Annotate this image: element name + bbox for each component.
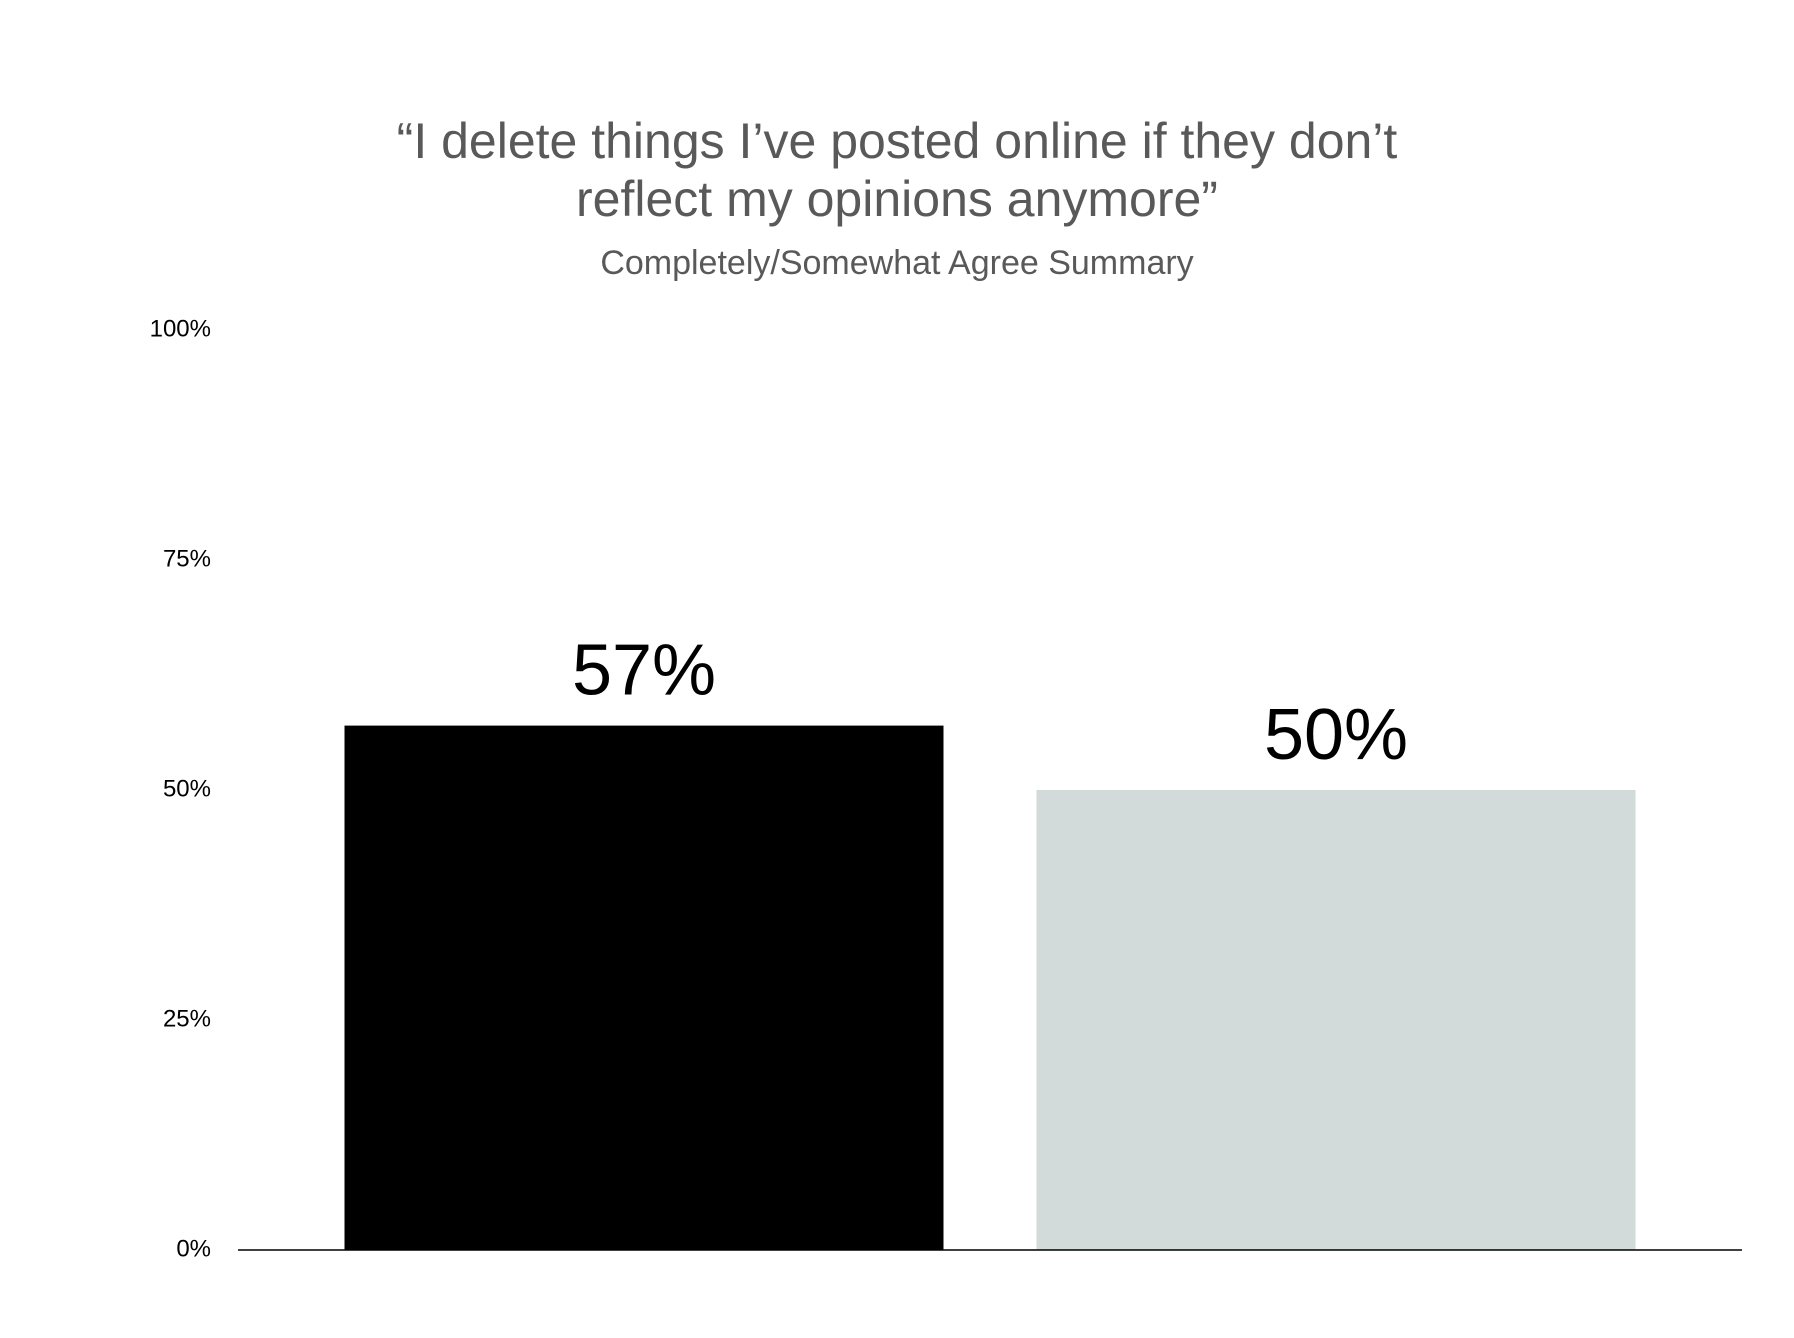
value-label: 50%	[1264, 695, 1408, 775]
bar	[1036, 790, 1636, 1250]
y-tick-label: 50%	[163, 775, 211, 802]
chart-subtitle: Completely/Somewhat Agree Summary	[600, 244, 1194, 282]
y-tick-label: 25%	[163, 1005, 211, 1032]
chart-title: “I delete things I’ve posted online if t…	[396, 113, 1398, 227]
bar	[344, 725, 944, 1250]
value-label: 57%	[572, 631, 716, 711]
y-tick-label: 0%	[176, 1235, 211, 1262]
y-tick-label: 100%	[150, 315, 211, 342]
y-tick-label: 75%	[163, 545, 211, 572]
